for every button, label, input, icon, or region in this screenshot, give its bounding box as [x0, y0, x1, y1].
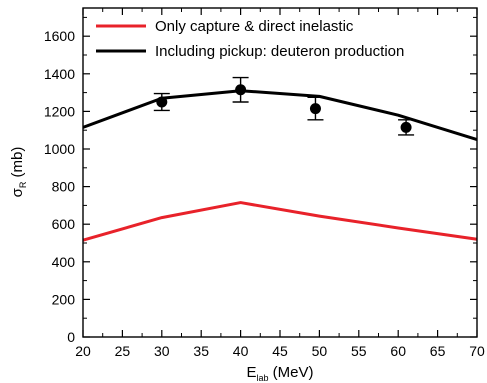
y-tick-label: 800 — [52, 179, 76, 195]
x-tick-label: 55 — [351, 343, 367, 359]
x-tick-label: 30 — [154, 343, 170, 359]
x-tick-label: 25 — [115, 343, 131, 359]
x-axis-title: Elab (MeV) — [246, 364, 313, 383]
legend-label-pickup: Including pickup: deuteron production — [155, 43, 404, 60]
x-axis-title-unit: (MeV) — [269, 364, 314, 381]
points-layer — [153, 76, 415, 136]
y-tick-label: 600 — [52, 216, 76, 232]
x-tick-label: 70 — [469, 343, 485, 359]
x-tick-label: 40 — [233, 343, 249, 359]
y-tick-label: 1000 — [44, 141, 75, 157]
ticks-layer: 20 25 30 35 40 45 50 55 60 65 70 0 200 400 600 800 1000 1… — [44, 8, 485, 359]
data-point — [235, 84, 247, 96]
legend-label-capture: Only capture & direct inelastic — [155, 18, 354, 35]
x-tick-label: 35 — [193, 343, 209, 359]
plot-frame — [82, 7, 478, 338]
y-tick-label: 1200 — [44, 103, 75, 119]
data-point — [156, 96, 168, 108]
x-tick-label: 20 — [75, 343, 91, 359]
legend: Only capture & direct inelastic Includin… — [96, 18, 404, 60]
y-tick-label: 0 — [67, 329, 75, 345]
y-axis-title-sub: R — [18, 181, 28, 188]
y-axis-title: σR (mb) — [9, 147, 28, 198]
series-line-capture — [82, 201, 478, 242]
x-tick-label: 60 — [390, 343, 406, 359]
series-layer — [82, 89, 478, 242]
y-tick-label: 1400 — [44, 66, 75, 82]
x-tick-label: 50 — [312, 343, 328, 359]
y-tick-label: 400 — [52, 254, 76, 270]
x-tick-label: 65 — [430, 343, 446, 359]
x-axis-title-sub: lab — [257, 373, 269, 383]
y-axis-title-unit: (mb) — [9, 147, 26, 182]
series-line-pickup — [82, 89, 478, 142]
x-tick-label: 45 — [272, 343, 288, 359]
data-point — [400, 121, 412, 133]
y-axis-title-main: σ — [9, 187, 26, 197]
x-axis-title-main: E — [246, 364, 256, 381]
y-tick-label: 1600 — [44, 28, 75, 44]
data-point — [309, 103, 321, 115]
y-tick-label: 200 — [52, 291, 76, 307]
